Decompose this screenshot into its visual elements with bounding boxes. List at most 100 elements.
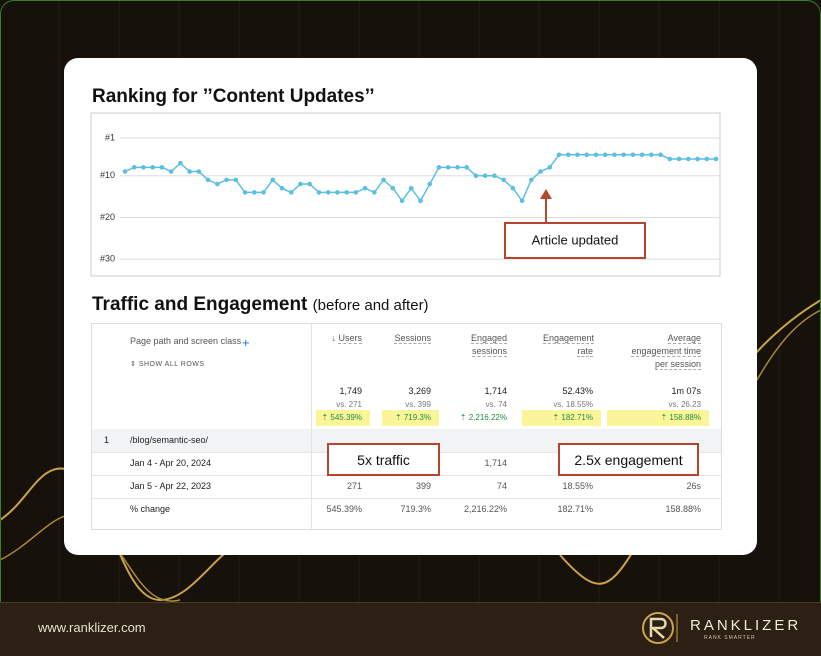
point — [298, 181, 303, 187]
point — [122, 169, 128, 174]
logo-mark — [642, 612, 678, 644]
point — [150, 165, 156, 170]
point — [593, 152, 599, 158]
column-header: Engagement rate — [543, 332, 595, 358]
point — [159, 165, 165, 170]
annotation-box — [504, 222, 646, 259]
point — [565, 152, 571, 158]
cell: 2,216.22% — [463, 504, 507, 514]
point — [538, 169, 543, 174]
point — [215, 181, 220, 187]
footer-url[interactable]: www.ranklizer.com — [38, 620, 146, 635]
y-tick-label: #20 — [100, 212, 115, 222]
y-tick-label: #10 — [100, 170, 115, 180]
total-change: 158.88% — [660, 413, 701, 422]
show-all-rows-text[interactable]: SHOW ALL ROWS — [138, 361, 205, 368]
point — [399, 198, 405, 204]
data-table: Page path and screen class + ⇕ SHOW ALL … — [91, 323, 722, 530]
point — [418, 198, 423, 204]
point — [547, 165, 553, 170]
point — [390, 185, 396, 191]
column-header-text: Average engagement time per session — [631, 333, 701, 370]
column-header: Average engagement time per session — [621, 332, 701, 371]
column-header-text: Users — [338, 333, 362, 344]
cell: 545.39% — [326, 504, 362, 514]
column-header: Engaged sessions — [457, 332, 507, 358]
cell: 182.71% — [557, 504, 593, 514]
sort-icon: ↓ — [331, 333, 339, 343]
section-title: Traffic and Engagement (before and after… — [92, 294, 429, 316]
point — [427, 181, 433, 187]
point — [344, 190, 349, 195]
point — [233, 177, 239, 183]
point — [168, 169, 174, 174]
callout: 5x traffic — [327, 443, 440, 476]
point — [676, 156, 682, 162]
section-subtitle: (before and after) — [312, 297, 429, 314]
point — [519, 198, 525, 204]
total-comparison: vs. 271 — [336, 400, 362, 409]
total-value: 3,269 — [408, 386, 431, 396]
point — [335, 190, 340, 195]
point — [325, 190, 331, 195]
point — [695, 156, 700, 162]
point — [251, 190, 257, 195]
total-change: 545.39% — [321, 413, 362, 422]
row-label: Jan 4 - Apr 20, 2024 — [130, 458, 212, 468]
total-comparison: vs. 18.55% — [553, 400, 593, 409]
point — [649, 152, 654, 158]
point — [556, 152, 562, 158]
point — [178, 160, 183, 166]
cell: 74 — [496, 481, 507, 491]
cell: 158.88% — [665, 504, 701, 514]
point — [464, 165, 469, 170]
point — [704, 156, 710, 162]
show-all-rows[interactable]: ⇕ SHOW ALL ROWS — [130, 361, 205, 368]
chart-title: Ranking for ’’Content Updates’’ — [92, 86, 375, 107]
cell: 399 — [415, 481, 431, 491]
point — [242, 190, 248, 195]
point — [492, 173, 497, 178]
annotation-arrowhead — [540, 189, 552, 199]
point — [131, 165, 137, 170]
annotation-text: Article updated — [532, 232, 619, 247]
cell: 18.55% — [562, 481, 593, 491]
total-comparison: vs. 74 — [485, 400, 507, 409]
column-header: ↓ Users — [312, 332, 362, 345]
point — [621, 152, 626, 158]
point — [372, 190, 377, 195]
cell: 1,714 — [484, 458, 507, 468]
total-value: 1m 07s — [671, 386, 701, 396]
point — [224, 177, 229, 183]
y-tick-label: #1 — [105, 132, 115, 142]
point — [473, 173, 479, 178]
column-header-text: Engagement rate — [543, 333, 595, 357]
total-value: 1,714 — [484, 386, 507, 396]
add-button[interactable]: + — [242, 335, 250, 350]
point — [307, 181, 312, 187]
point — [205, 177, 211, 183]
chart: #1 #10 #20 #30 Article updated — [90, 112, 721, 277]
point — [196, 169, 202, 174]
point — [381, 177, 386, 183]
point — [529, 177, 534, 183]
point — [584, 152, 590, 158]
callout: 2.5x engagement — [558, 443, 699, 476]
point — [602, 152, 608, 158]
point — [612, 152, 617, 158]
total-value: 52.43% — [562, 386, 593, 396]
cell: 26s — [686, 481, 701, 491]
row-index: 1 — [104, 435, 110, 445]
total-comparison: vs. 399 — [405, 400, 431, 409]
col-sep — [311, 324, 312, 529]
footer-brand: RANKLIZER — [690, 617, 802, 634]
point — [501, 177, 506, 183]
point — [455, 165, 460, 170]
total-change: 2,216.22% — [460, 413, 507, 422]
point — [362, 185, 368, 191]
total-value: 1,749 — [339, 386, 362, 396]
point — [270, 177, 276, 183]
footer-bar — [0, 602, 821, 656]
column-header-text: Sessions — [394, 333, 431, 344]
